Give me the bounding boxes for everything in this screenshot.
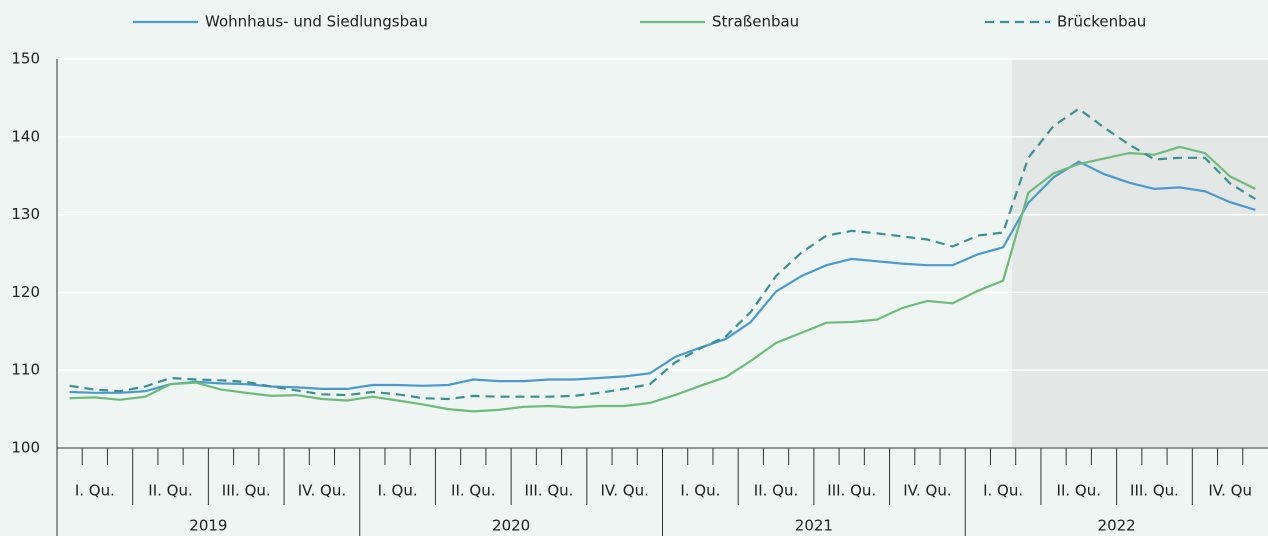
quarter-label: II. Qu. — [148, 482, 192, 500]
quarter-label: II. Qu. — [754, 482, 798, 500]
y-tick-label: 150 — [11, 50, 40, 68]
year-label: 2019 — [189, 517, 227, 535]
quarter-label: III. Qu. — [1130, 482, 1179, 500]
quarter-label: II. Qu. — [1057, 482, 1101, 500]
quarter-label: III. Qu. — [525, 482, 574, 500]
y-tick-label: 120 — [11, 283, 40, 301]
quarter-label: I. Qu. — [75, 482, 115, 500]
year-label: 2022 — [1098, 517, 1136, 535]
year-label: 2021 — [795, 517, 833, 535]
quarter-label: IV. Qu. — [600, 482, 648, 500]
highlight-region — [1012, 59, 1268, 448]
legend-label: Straßenbau — [712, 13, 799, 31]
quarter-label: IV. Qu — [1208, 482, 1252, 500]
series-line — [69, 107, 1256, 401]
quarter-label: IV. Qu. — [903, 482, 951, 500]
y-tick-label: 140 — [11, 127, 40, 145]
quarter-label: I. Qu. — [983, 482, 1023, 500]
legend-label: Wohnhaus- und Siedlungsbau — [205, 13, 428, 31]
quarter-label: I. Qu. — [680, 482, 720, 500]
year-label: 2020 — [492, 517, 530, 535]
legend-label: Brückenbau — [1057, 13, 1146, 31]
y-tick-label: 110 — [11, 361, 40, 379]
quarter-label: II. Qu. — [451, 482, 495, 500]
y-tick-label: 100 — [11, 439, 40, 457]
y-tick-label: 130 — [11, 205, 40, 223]
series-line — [69, 145, 1256, 413]
quarter-label: III. Qu. — [222, 482, 271, 500]
quarter-label: III. Qu. — [827, 482, 876, 500]
quarter-label: I. Qu. — [378, 482, 418, 500]
quarter-label: IV. Qu. — [298, 482, 346, 500]
